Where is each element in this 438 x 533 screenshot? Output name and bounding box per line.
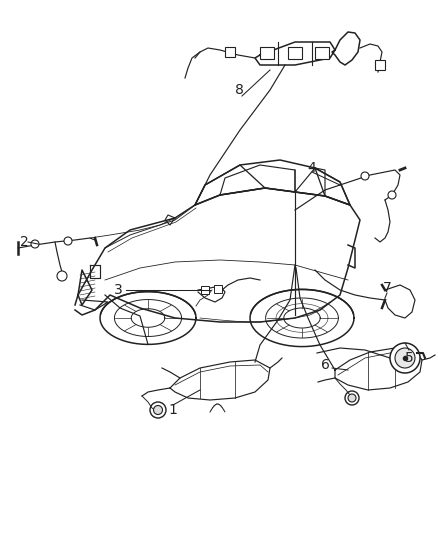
Circle shape (31, 240, 39, 248)
Circle shape (348, 394, 356, 402)
Text: 8: 8 (235, 83, 244, 97)
Text: 2: 2 (20, 235, 28, 249)
Bar (214, 285, 222, 293)
Text: 4: 4 (307, 161, 316, 175)
Bar (288, 47, 302, 59)
Bar (225, 47, 235, 57)
Text: 3: 3 (113, 283, 122, 297)
Circle shape (390, 343, 420, 373)
Circle shape (150, 402, 166, 418)
Circle shape (64, 237, 72, 245)
Text: 1: 1 (169, 403, 177, 417)
Circle shape (388, 191, 396, 199)
Circle shape (153, 406, 162, 415)
Text: 5: 5 (405, 351, 413, 365)
Text: 7: 7 (383, 281, 392, 295)
Bar (260, 47, 274, 59)
Circle shape (57, 271, 67, 281)
Bar (375, 60, 385, 70)
Text: 6: 6 (321, 358, 329, 372)
Circle shape (345, 391, 359, 405)
Circle shape (395, 348, 415, 368)
Bar (315, 47, 329, 59)
Bar (201, 286, 209, 294)
Circle shape (361, 172, 369, 180)
